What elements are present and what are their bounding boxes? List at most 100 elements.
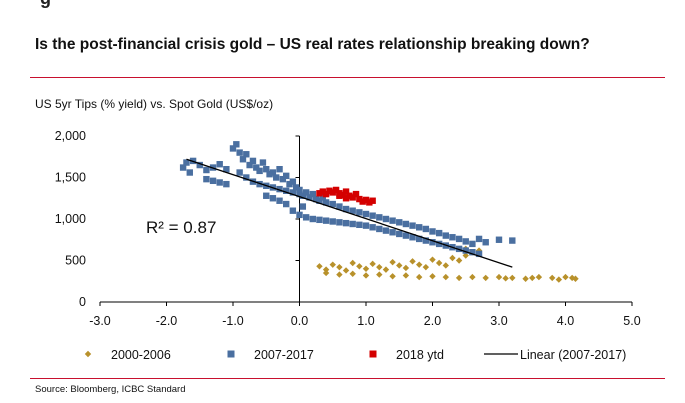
legend-marker — [369, 350, 377, 358]
data-point — [495, 236, 503, 243]
data-point — [223, 166, 230, 173]
y-tick-label: 1,500 — [55, 171, 86, 185]
clipped-header-text: g — [40, 0, 51, 9]
x-tick-label: 4.0 — [557, 314, 574, 328]
data-point — [243, 174, 250, 181]
data-point — [409, 234, 416, 241]
legend-label: 2018 ytd — [396, 348, 444, 362]
data-point — [296, 190, 303, 198]
data-point — [369, 260, 376, 268]
data-point — [416, 273, 423, 281]
data-point — [312, 195, 320, 203]
data-point — [455, 235, 463, 243]
data-point — [349, 270, 356, 277]
data-point — [495, 273, 503, 281]
data-point — [336, 263, 343, 271]
data-point — [349, 259, 356, 267]
data-point — [416, 261, 423, 268]
data-point — [469, 240, 476, 248]
x-tick-label: -3.0 — [89, 314, 111, 328]
data-point — [449, 234, 456, 241]
data-point — [239, 156, 247, 163]
data-point — [269, 169, 277, 176]
data-point — [309, 215, 316, 223]
data-point — [422, 263, 430, 271]
data-point — [332, 186, 340, 194]
data-point — [346, 192, 353, 199]
data-point — [339, 191, 346, 199]
data-point — [409, 222, 416, 229]
data-point — [356, 263, 363, 270]
data-point — [475, 235, 483, 243]
title-block: Is the post-financial crisis gold – US r… — [30, 36, 665, 54]
data-point — [289, 189, 297, 196]
data-point — [283, 172, 290, 180]
data-point — [356, 221, 363, 229]
data-point — [356, 195, 363, 203]
chart-subtitle: US 5yr Tips (% yield) vs. Spot Gold (US$… — [35, 97, 274, 111]
data-point — [369, 197, 376, 204]
data-point — [283, 187, 290, 194]
data-point — [336, 192, 343, 199]
data-point — [396, 230, 403, 238]
title-underline — [30, 77, 665, 78]
x-tick-label: -2.0 — [156, 314, 178, 328]
data-point — [449, 254, 456, 262]
data-point — [336, 271, 343, 278]
data-point — [329, 189, 336, 196]
data-point — [572, 275, 579, 282]
data-point — [462, 252, 469, 259]
data-point — [322, 269, 330, 277]
data-point — [276, 197, 283, 204]
data-point — [203, 175, 210, 183]
x-tick-label: 5.0 — [623, 314, 640, 328]
data-point — [236, 169, 243, 176]
data-point — [306, 194, 313, 201]
page-title: Is the post-financial crisis gold – US r… — [35, 36, 590, 53]
data-point — [389, 229, 396, 236]
data-point — [209, 177, 217, 185]
data-point — [229, 145, 237, 152]
data-point — [316, 216, 323, 224]
data-point — [462, 247, 469, 254]
data-point — [259, 159, 267, 166]
data-point — [429, 228, 436, 235]
data-point — [299, 203, 307, 210]
data-point — [336, 203, 343, 210]
chart-series: R² = 0.87 — [146, 141, 579, 283]
data-point — [482, 239, 489, 246]
data-point — [389, 217, 396, 224]
data-point — [362, 222, 370, 229]
legend-marker — [227, 350, 235, 358]
data-point — [369, 212, 376, 219]
r-squared-annotation: R² = 0.87 — [146, 218, 216, 237]
data-point — [429, 256, 436, 263]
data-point — [296, 186, 303, 194]
data-point — [362, 196, 370, 204]
data-point — [342, 188, 350, 195]
data-point — [269, 195, 277, 202]
legend-marker — [84, 350, 92, 358]
data-point — [216, 161, 223, 168]
data-point — [382, 215, 390, 223]
data-point — [469, 249, 476, 256]
data-point — [243, 151, 250, 158]
trendline — [186, 158, 513, 268]
data-point — [442, 273, 449, 281]
data-point — [529, 274, 536, 282]
data-point — [186, 169, 193, 176]
data-point — [276, 166, 283, 173]
data-point — [435, 229, 443, 237]
legend-label: 2007-2017 — [254, 348, 314, 362]
data-point — [469, 273, 476, 281]
data-point — [396, 262, 403, 269]
data-point — [316, 263, 323, 270]
data-point — [329, 200, 336, 208]
data-point — [326, 187, 333, 194]
series-2018-ytd — [316, 186, 376, 206]
data-point — [319, 188, 326, 195]
series-2007-2017 — [179, 141, 516, 258]
x-tick-label: 0.0 — [291, 314, 308, 328]
data-point — [263, 166, 270, 173]
data-point — [289, 178, 297, 185]
